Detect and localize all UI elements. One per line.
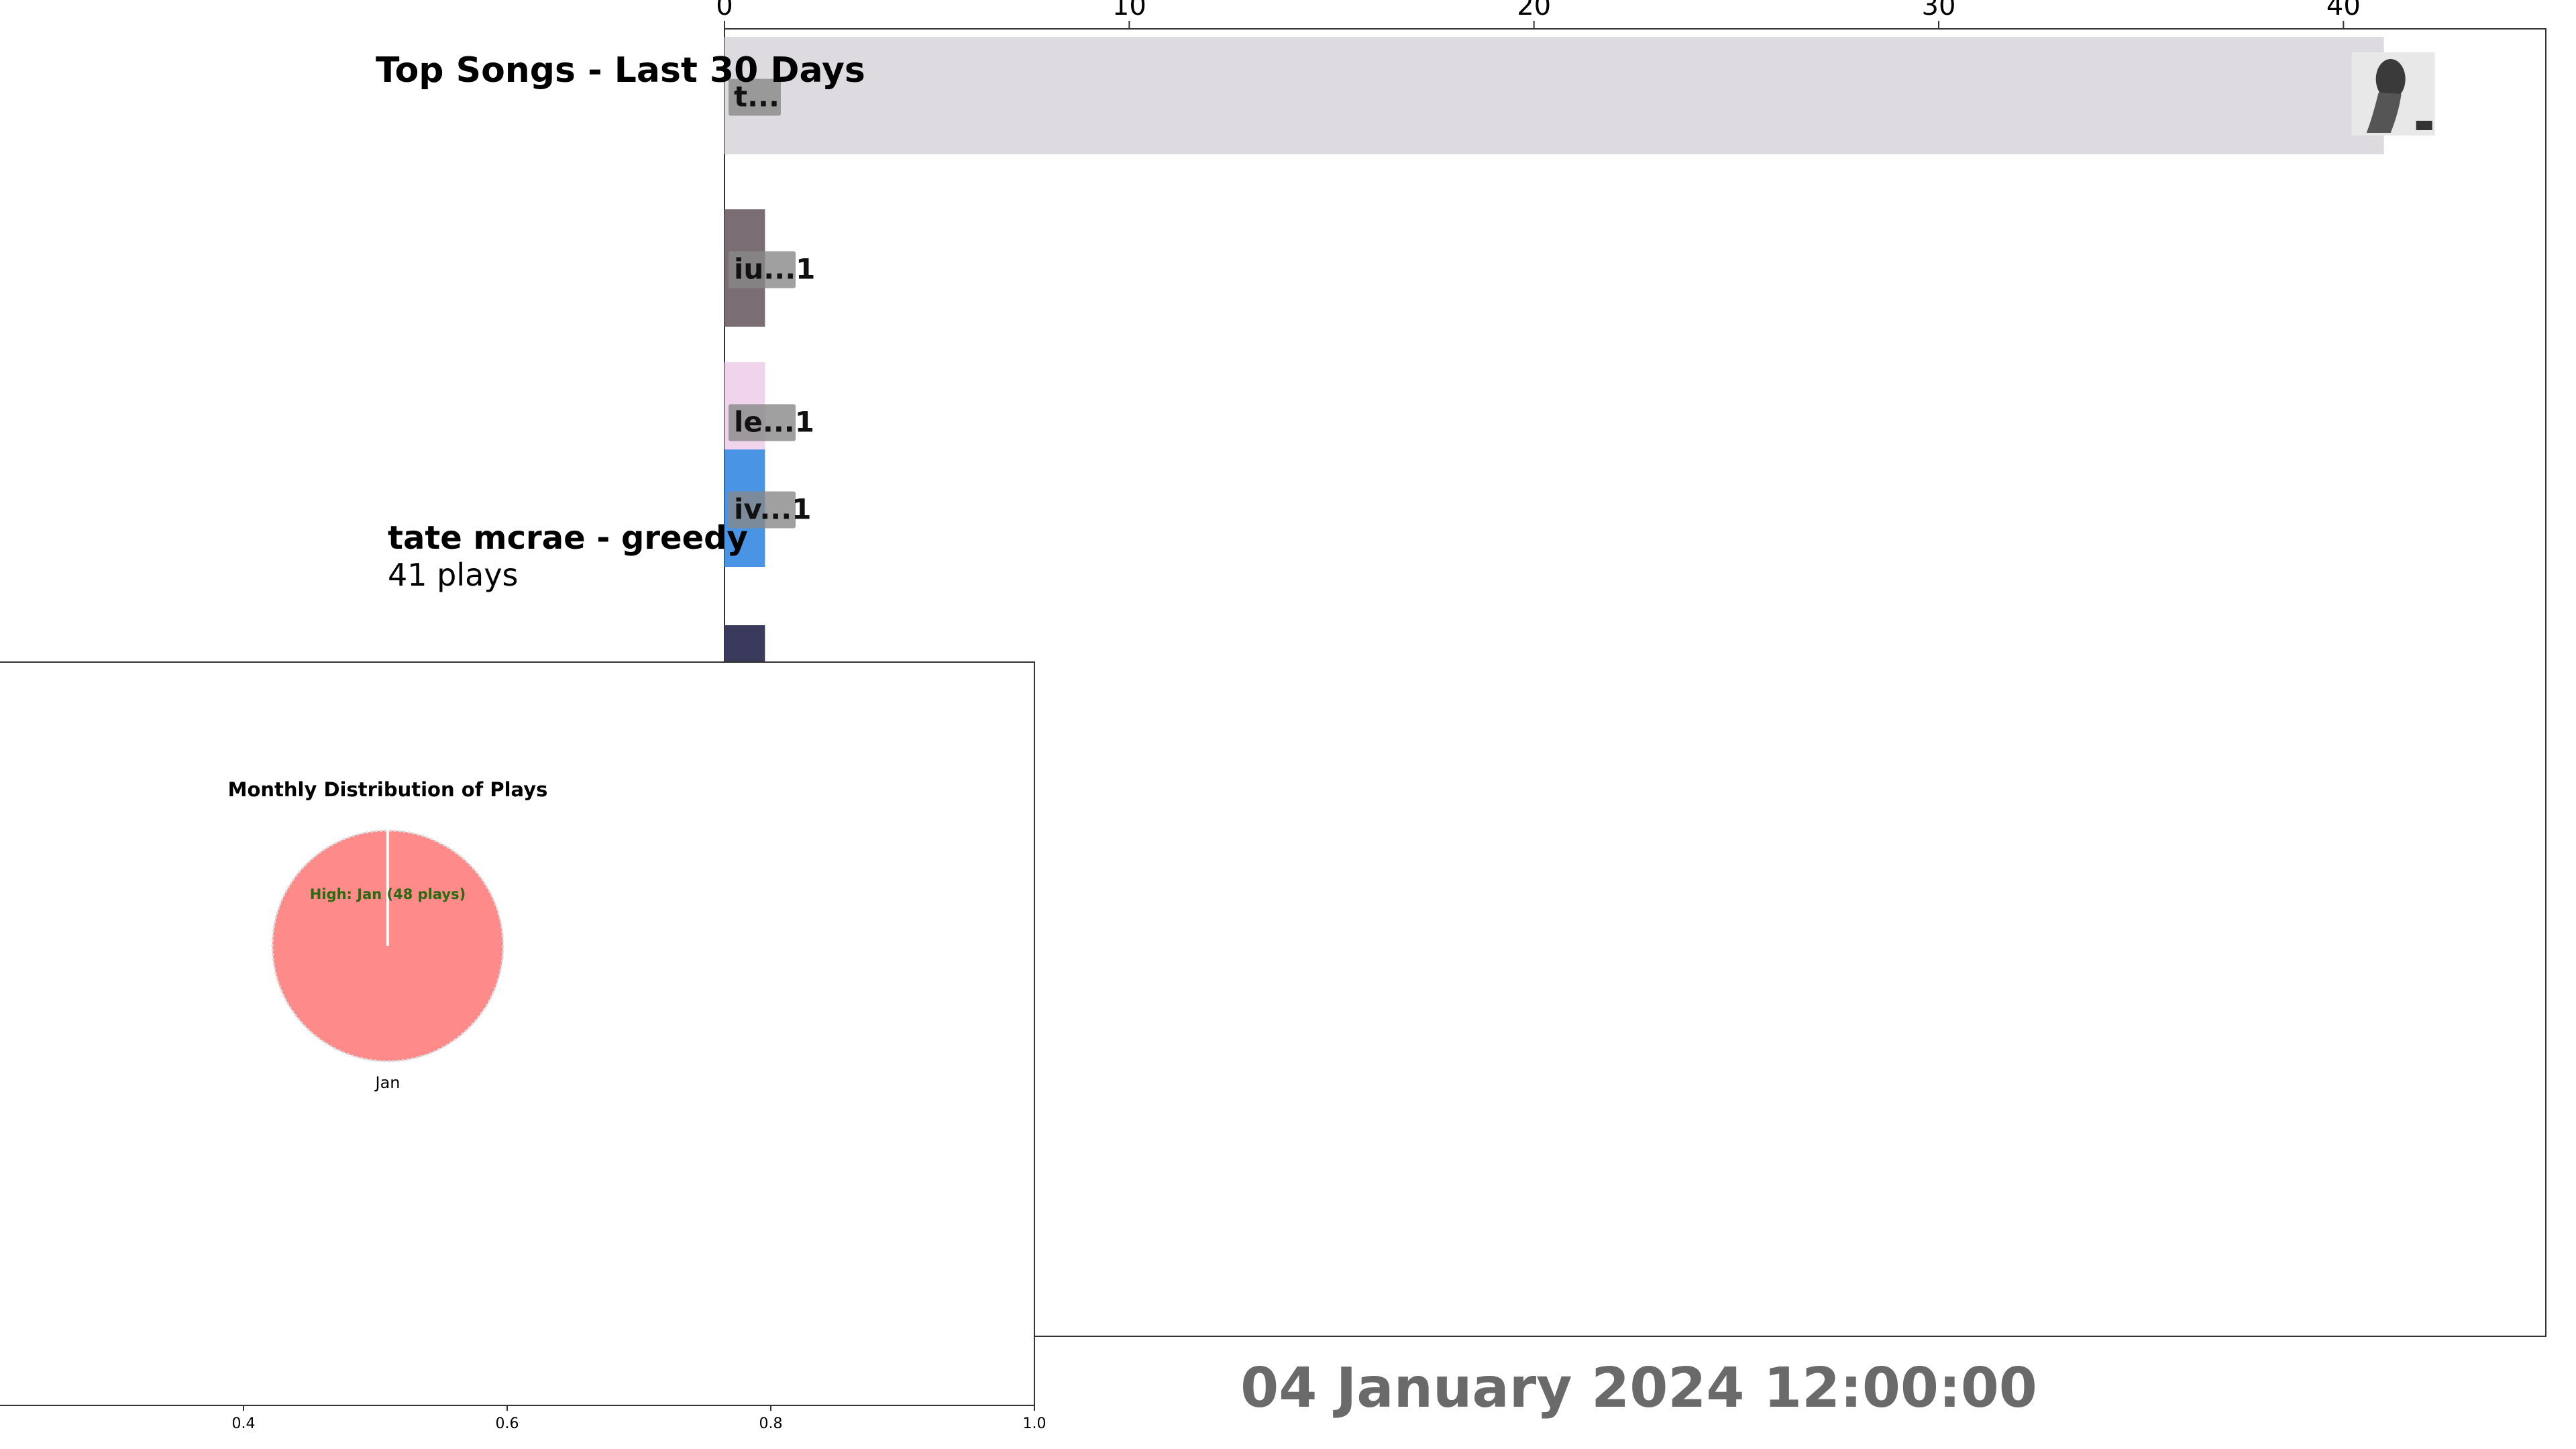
album-art-badge <box>2416 121 2432 130</box>
album-art-figure-head <box>2375 59 2406 99</box>
bar-label: iv...1 <box>734 493 811 526</box>
date-stamp: 04 January 2024 12:00:00 <box>1240 1356 2037 1420</box>
album-art-icon <box>2351 52 2435 136</box>
highlight-plays: 41 plays <box>388 557 519 593</box>
bar-label: le...1 <box>734 406 814 439</box>
x-tick-label: 10 <box>1112 0 1146 21</box>
bar-label-box <box>729 404 796 441</box>
bar-label: iu...1 <box>734 253 815 286</box>
inset-x-tick-label: 0.6 <box>496 1415 519 1432</box>
highlight-song: tate mcrae - greedy <box>388 519 748 557</box>
bar-label-box <box>729 78 781 116</box>
inset-x-tick-label: 1.0 <box>1023 1415 1046 1432</box>
bar <box>724 37 2384 154</box>
pie-title: Monthly Distribution of Plays <box>228 778 548 801</box>
chart-title: Top Songs - Last 30 Days <box>376 50 865 91</box>
inset-x-tick-label: 0.4 <box>232 1415 256 1432</box>
x-tick-label: 20 <box>1517 0 1551 21</box>
x-tick-label: 40 <box>2326 0 2361 21</box>
x-tick-label: 30 <box>1922 0 1956 21</box>
bar-label-box <box>729 491 796 529</box>
album-art-figure-body <box>2366 93 2402 133</box>
pie-slice-label: Jan <box>374 1073 400 1092</box>
bar-label-box <box>729 251 796 288</box>
inset-axes-frame <box>0 661 1035 1406</box>
bar-label: t... <box>734 80 780 113</box>
inset-x-tick-label: 0.8 <box>759 1415 783 1432</box>
pie-annotation: High: Jan (48 plays) <box>310 886 466 902</box>
x-tick-label: 0 <box>716 0 733 21</box>
